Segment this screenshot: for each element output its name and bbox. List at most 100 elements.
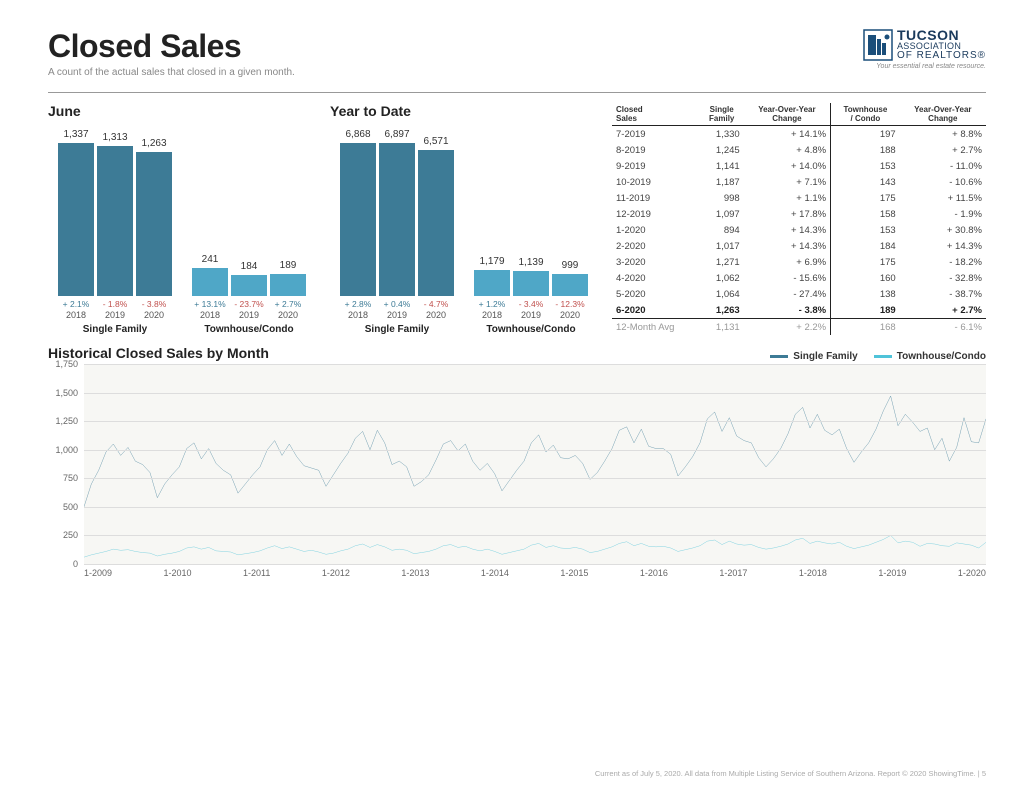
legend: Single FamilyTownhouse/Condo: [770, 351, 986, 362]
bar-value: 6,897: [384, 129, 409, 140]
footer-text: Current as of July 5, 2020. All data fro…: [595, 769, 986, 778]
bar-year: 2019: [387, 310, 407, 320]
historical-chart: 02505007501,0001,2501,5001,750 1-20091-2…: [48, 364, 986, 589]
x-tick: 1-2014: [481, 568, 509, 578]
bar-wrap: 6,897 + 0.4%2019: [379, 129, 415, 320]
table-cell: + 1.1%: [744, 190, 831, 206]
table-cell: 158: [831, 206, 900, 222]
table-cell: 1,245: [700, 142, 744, 158]
historical-section: Historical Closed Sales by Month Single …: [48, 345, 986, 589]
bar: [192, 268, 228, 296]
page-title: Closed Sales: [48, 28, 295, 65]
table-cell: 4-2020: [612, 270, 700, 286]
table-cell: - 27.4%: [744, 286, 831, 302]
bar-pct: - 1.8%: [103, 299, 128, 309]
bar-value: 6,571: [423, 136, 448, 147]
table-cell: - 18.2%: [900, 254, 986, 270]
table-cell: - 3.8%: [744, 302, 831, 319]
bar-wrap: 999- 12.3%2020: [552, 260, 588, 320]
x-tick: 1-2020: [958, 568, 986, 578]
table-header: Townhouse/ Condo: [831, 103, 900, 126]
x-tick: 1-2010: [164, 568, 192, 578]
bar-group: 1,179+ 1.2%20181,139- 3.4%2019999- 12.3%…: [464, 140, 598, 335]
main-row: June1,337+ 2.1%20181,313- 1.8%20191,263-…: [48, 103, 986, 335]
table-cell: 7-2019: [612, 126, 700, 143]
table-header: Year-Over-YearChange: [900, 103, 986, 126]
bar: [418, 150, 454, 296]
bar-year: 2019: [239, 310, 259, 320]
bar-value: 184: [241, 261, 258, 272]
bar: [58, 143, 94, 296]
table-row: 10-20191,187+ 7.1%143- 10.6%: [612, 174, 986, 190]
table-cell: 175: [831, 254, 900, 270]
bar-pct: - 12.3%: [555, 299, 584, 309]
logo-line1: TUCSON: [897, 28, 986, 42]
bar-pct: + 0.4%: [384, 299, 411, 309]
x-tick: 1-2017: [719, 568, 747, 578]
table-cell: - 10.6%: [900, 174, 986, 190]
table-cell: + 14.3%: [900, 238, 986, 254]
legend-swatch: [874, 355, 892, 358]
y-tick: 1,500: [55, 388, 78, 398]
table-cell: 1,017: [700, 238, 744, 254]
bar-value: 1,139: [518, 257, 543, 268]
table-cell: - 11.0%: [900, 158, 986, 174]
grid-line: [84, 535, 986, 536]
table-cell: 894: [700, 222, 744, 238]
grid-line: [84, 364, 986, 365]
table-row: 3-20201,271+ 6.9%175- 18.2%: [612, 254, 986, 270]
bars: 1,337+ 2.1%20181,313- 1.8%20191,263- 3.8…: [48, 140, 182, 320]
bar-panel: Year to Date6,868+ 2.8%20186,897+ 0.4%20…: [330, 103, 598, 335]
table-cell: - 15.6%: [744, 270, 831, 286]
bar-value: 6,868: [345, 129, 370, 140]
table-cell: - 6.1%: [900, 319, 986, 336]
table-cell: 1,064: [700, 286, 744, 302]
bar-pct: - 4.7%: [424, 299, 449, 309]
bar-wrap: 1,139- 3.4%2019: [513, 257, 549, 320]
legend-item: Single Family: [770, 351, 857, 362]
table-cell: 1,271: [700, 254, 744, 270]
table-cell: + 14.1%: [744, 126, 831, 143]
table-row: 2-20201,017+ 14.3%184+ 14.3%: [612, 238, 986, 254]
bar-group: 1,337+ 2.1%20181,313- 1.8%20191,263- 3.8…: [48, 140, 182, 335]
table-cell: 10-2019: [612, 174, 700, 190]
table-cell: 9-2019: [612, 158, 700, 174]
y-tick: 0: [73, 559, 78, 569]
bar-value: 241: [202, 254, 219, 265]
group-label: Single Family: [83, 324, 147, 335]
table-cell: 1-2020: [612, 222, 700, 238]
table-cell: 1,141: [700, 158, 744, 174]
bar-panel: June1,337+ 2.1%20181,313- 1.8%20191,263-…: [48, 103, 316, 335]
bar: [474, 270, 510, 296]
table-cell: 1,330: [700, 126, 744, 143]
grid-line: [84, 450, 986, 451]
bar: [270, 274, 306, 296]
table-row: 5-20201,064- 27.4%138- 38.7%: [612, 286, 986, 302]
bars: 241+ 13.1%2018184- 23.7%2019189+ 2.7%202…: [182, 140, 316, 320]
table-header: ClosedSales: [612, 103, 700, 126]
table-row: 7-20191,330+ 14.1%197+ 8.8%: [612, 126, 986, 143]
x-axis: 1-20091-20101-20111-20121-20131-20141-20…: [84, 568, 986, 578]
y-tick: 1,250: [55, 416, 78, 426]
bar-year: 2018: [482, 310, 502, 320]
bar-wrap: 6,571- 4.7%2020: [418, 136, 454, 320]
bar-value: 999: [562, 260, 579, 271]
bar: [97, 146, 133, 296]
table-cell: + 7.1%: [744, 174, 831, 190]
lines-svg: [84, 364, 986, 564]
y-tick: 250: [63, 530, 78, 540]
table-cell: + 30.8%: [900, 222, 986, 238]
bar-pct: - 3.4%: [519, 299, 544, 309]
bar: [231, 275, 267, 296]
bar-pct: + 1.2%: [479, 299, 506, 309]
bar-value: 1,179: [479, 256, 504, 267]
table-cell: + 11.5%: [900, 190, 986, 206]
historical-title: Historical Closed Sales by Month: [48, 345, 269, 361]
table-cell: + 14.3%: [744, 238, 831, 254]
bar-pct: + 13.1%: [194, 299, 225, 309]
bar-year: 2018: [66, 310, 86, 320]
table-row: 8-20191,245+ 4.8%188+ 2.7%: [612, 142, 986, 158]
bar-pct: + 2.8%: [345, 299, 372, 309]
plot-area: [84, 364, 986, 564]
bar-pct: + 2.1%: [63, 299, 90, 309]
